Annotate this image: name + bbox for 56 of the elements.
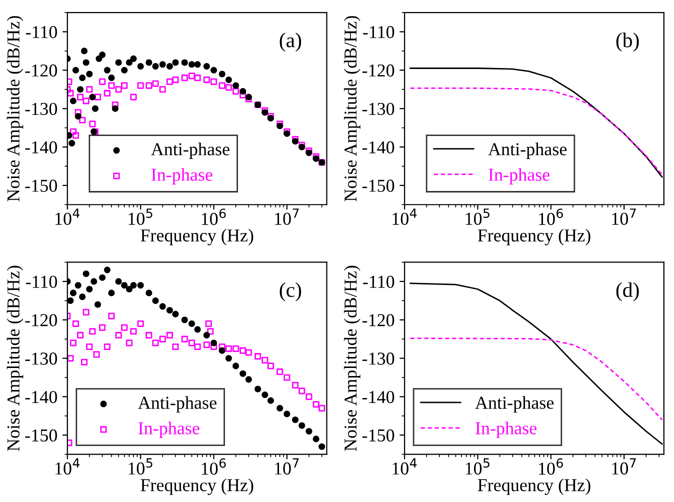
x-tick-label: 10$^{7}$ (612, 458, 636, 475)
x-tick-label: 10$^{7}$ (275, 208, 299, 225)
legend-label: In-phase (476, 422, 536, 438)
x-tick-label: 10$^{7}$ (275, 458, 299, 475)
x-tick-label: 10$^{5}$ (466, 458, 490, 475)
x-axis-title: Frequency (Hz) (140, 478, 254, 495)
x-tick-label: 10$^{4}$ (56, 458, 80, 475)
y-tick-label: -120 (362, 64, 394, 77)
y-tick-label: -130 (362, 352, 394, 365)
x-tick-label: 10$^{5}$ (128, 458, 152, 475)
legend-label: Anti-phase (151, 142, 230, 160)
y-axis-title: Noise Amplitude (dB/Hz) (344, 266, 360, 452)
y-axis-title: Noise Amplitude (dB/Hz) (6, 266, 24, 452)
y-tick-label: -110 (363, 276, 394, 288)
x-tick-label: 10$^{7}$ (612, 208, 636, 225)
y-tick-label: -130 (25, 102, 57, 116)
y-tick-label: -150 (362, 180, 394, 192)
x-tick-label: 10$^{6}$ (539, 458, 563, 475)
x-tick-label: 10$^{5}$ (466, 208, 490, 225)
x-tick-label: 10$^{6}$ (539, 208, 563, 226)
legend-label: Anti-phase (475, 396, 554, 413)
x-tick-label: 10$^{5}$ (128, 208, 152, 225)
y-axis-title: Noise Amplitude (dB/Hz) (6, 16, 24, 202)
y-tick-label: -130 (25, 352, 57, 365)
legend-label: Anti-phase (138, 396, 216, 413)
y-tick-label: -150 (362, 429, 394, 442)
x-tick-label: 10$^{4}$ (392, 208, 417, 225)
y-tick-label: -140 (25, 390, 57, 404)
text: (b) (616, 32, 639, 52)
x-axis-title: Frequency (Hz) (478, 228, 590, 246)
text: (c) (280, 282, 302, 302)
text: (d) (616, 282, 639, 302)
x-tick-label: 10$^{6}$ (202, 458, 226, 475)
legend-label: In-phase (488, 168, 550, 185)
legend-label: In-phase (138, 422, 200, 438)
x-tick-label: 10$^{6}$ (202, 208, 226, 226)
y-tick-label: -110 (363, 26, 394, 38)
y-tick-label: -150 (25, 180, 57, 192)
y-tick-label: -110 (26, 26, 57, 38)
y-tick-label: -140 (25, 141, 57, 154)
x-tick-label: 10$^{4}$ (56, 208, 80, 225)
legend-label: In-phase (151, 168, 212, 185)
text: (a) (280, 32, 302, 52)
y-tick-label: -120 (25, 64, 57, 77)
x-axis-title: Frequency (Hz) (478, 478, 590, 495)
x-tick-label: 10$^{4}$ (392, 458, 417, 475)
y-tick-label: -140 (362, 141, 394, 154)
y-axis-title: Noise Amplitude (dB/Hz) (344, 16, 360, 202)
y-tick-label: -140 (362, 390, 394, 404)
y-tick-label: -120 (362, 314, 394, 326)
y-tick-label: -130 (362, 102, 394, 116)
x-axis-title: Frequency (Hz) (140, 228, 254, 246)
y-tick-label: -150 (25, 429, 57, 442)
y-tick-label: -120 (25, 314, 57, 326)
y-tick-label: -110 (26, 276, 57, 288)
legend-label: Anti-phase (488, 142, 567, 160)
